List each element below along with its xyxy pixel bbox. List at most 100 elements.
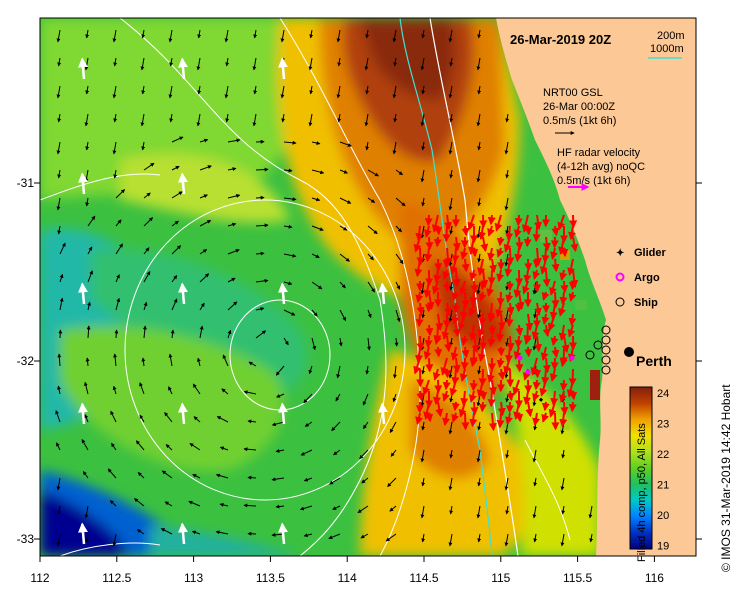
radar-arrow bbox=[506, 302, 515, 316]
colorbar-tick-label: 23 bbox=[657, 419, 669, 431]
model-arrow bbox=[395, 225, 402, 233]
model-arrow bbox=[332, 505, 341, 510]
model-arrow bbox=[57, 505, 62, 515]
model-arrow bbox=[57, 169, 62, 179]
radar-arrow bbox=[469, 379, 478, 392]
model-arrow bbox=[112, 141, 117, 155]
model-arrow bbox=[219, 502, 229, 507]
model-arrow bbox=[477, 85, 482, 95]
radar-arrow bbox=[435, 313, 444, 332]
model-arrow bbox=[139, 414, 145, 423]
radar-arrow bbox=[478, 291, 487, 302]
model-arrow bbox=[87, 301, 91, 311]
radar-arrow bbox=[570, 236, 579, 253]
model-arrow bbox=[139, 382, 145, 395]
model-arrow bbox=[276, 393, 285, 398]
radar-arrow bbox=[433, 236, 442, 248]
model-arrow bbox=[171, 136, 184, 143]
model-arrow bbox=[336, 29, 341, 43]
radar-arrow bbox=[470, 280, 479, 294]
model-arrow bbox=[115, 243, 123, 255]
radar-arrow bbox=[542, 357, 551, 374]
radar-arrow bbox=[488, 412, 497, 432]
model-arrow bbox=[199, 249, 208, 255]
model-arrow bbox=[505, 449, 510, 459]
model-arrow bbox=[532, 449, 537, 463]
radar-arrow bbox=[477, 324, 486, 338]
model-arrow bbox=[115, 189, 126, 199]
model-arrow bbox=[227, 301, 238, 311]
ship-marker-icon bbox=[615, 297, 625, 307]
model-arrow bbox=[389, 421, 397, 434]
model-arrow bbox=[331, 421, 341, 432]
white-arrow bbox=[278, 402, 288, 425]
model-arrow bbox=[311, 281, 323, 290]
radar-arrow bbox=[425, 412, 434, 423]
radar-arrow bbox=[540, 346, 549, 361]
model-arrow bbox=[303, 533, 313, 538]
model-arrow bbox=[339, 169, 348, 174]
radar-arrow bbox=[506, 390, 515, 402]
radar-arrow bbox=[467, 214, 476, 231]
x-tick-label: 115.5 bbox=[563, 571, 592, 585]
platform-legend: ✦ Glider Argo Ship bbox=[615, 247, 667, 309]
model-arrow bbox=[227, 194, 241, 199]
radar-arrow bbox=[550, 247, 558, 261]
model-arrow bbox=[255, 330, 267, 339]
model-arrow bbox=[363, 421, 369, 430]
model-arrow bbox=[193, 416, 201, 423]
model-arrow bbox=[328, 533, 341, 540]
radar-arrow bbox=[496, 269, 505, 283]
model-arrow bbox=[143, 301, 148, 311]
radar-arrow bbox=[487, 225, 495, 237]
model-arrow bbox=[85, 533, 90, 543]
radar-arrow bbox=[496, 357, 505, 369]
model-arrow bbox=[338, 337, 343, 347]
model-arrow bbox=[85, 197, 90, 207]
x-tick-label: 112.5 bbox=[102, 571, 131, 585]
perth-marker: Perth bbox=[624, 347, 672, 369]
radar-arrow bbox=[434, 225, 443, 236]
radar-arrow bbox=[497, 368, 506, 381]
radar-arrow bbox=[568, 313, 577, 327]
radar-arrow bbox=[468, 324, 477, 342]
radar-arrow bbox=[561, 335, 570, 354]
glider-marker-icon: ✦ bbox=[616, 248, 624, 259]
model-arrow bbox=[448, 141, 453, 155]
model-arrow bbox=[168, 353, 173, 367]
model-arrow bbox=[168, 386, 173, 395]
radar-arrow bbox=[567, 324, 576, 338]
model-arrow bbox=[392, 29, 397, 43]
x-axis: 112 112.5 113 113.5 114 114.5 115 115.5 116 bbox=[30, 556, 664, 585]
model-arrow bbox=[107, 468, 117, 479]
model-arrow bbox=[83, 381, 89, 395]
radar-arrow bbox=[449, 379, 458, 397]
model-arrow bbox=[170, 329, 175, 339]
radar-arrow bbox=[413, 236, 422, 253]
radar-arrow bbox=[452, 357, 461, 374]
radar-arrow bbox=[549, 280, 557, 296]
model-arrow bbox=[113, 57, 118, 67]
model-arrow bbox=[59, 297, 64, 311]
model-arrow bbox=[477, 141, 482, 151]
radar-arrow bbox=[524, 258, 533, 272]
model-arrow bbox=[133, 498, 145, 507]
model-arrow bbox=[337, 57, 342, 67]
model-arrow bbox=[395, 197, 406, 207]
radar-arrow bbox=[461, 258, 470, 273]
model-arrow bbox=[533, 533, 538, 543]
radar-arrow bbox=[416, 390, 425, 402]
model-arrow bbox=[504, 477, 509, 491]
model-arrow bbox=[82, 470, 89, 479]
radar-arrow bbox=[424, 247, 433, 263]
model-arrow bbox=[364, 113, 369, 127]
radar-arrow bbox=[513, 280, 522, 299]
radar-arrow bbox=[525, 401, 534, 418]
radar-arrow bbox=[568, 401, 577, 413]
x-tick-label: 112 bbox=[30, 571, 49, 585]
radar-arrow bbox=[505, 412, 513, 426]
radar-arrow bbox=[505, 313, 514, 328]
radar-arrow bbox=[469, 291, 478, 306]
radar-arrow bbox=[558, 302, 566, 317]
model-arrow bbox=[477, 365, 482, 375]
